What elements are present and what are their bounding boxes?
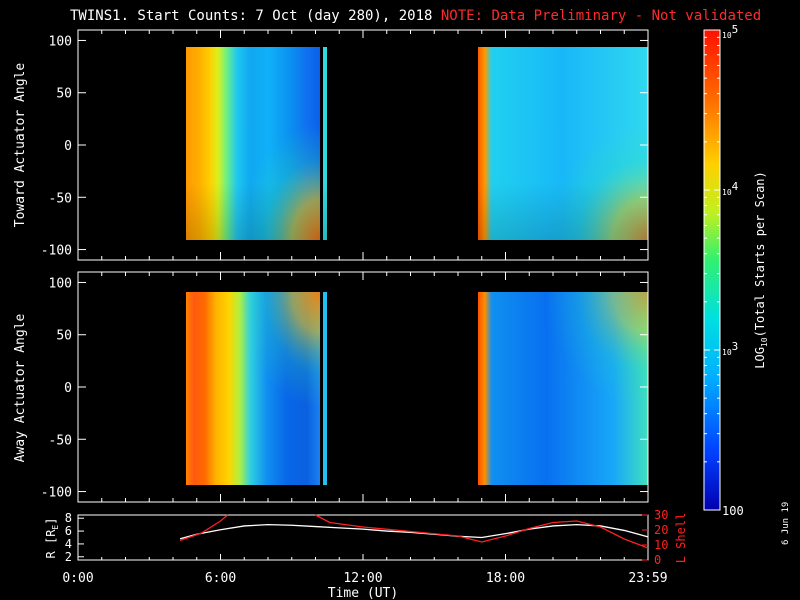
x-tick-label: 6:00 bbox=[205, 571, 236, 586]
footer-date: 6 Jun 19 bbox=[781, 501, 791, 545]
x-tick-label: 0:00 bbox=[62, 571, 93, 586]
colorbar-label: LOG10(Total Starts per Scan) bbox=[753, 171, 769, 369]
panel-orbit-ylabel: R [RE] bbox=[44, 518, 60, 559]
lshell-series-line bbox=[179, 514, 229, 542]
panel-away-x-ticks bbox=[77, 272, 649, 502]
y2-tick-label: 0 bbox=[654, 553, 661, 567]
y2-tick-label: 10 bbox=[654, 538, 668, 552]
y-tick-label: 6 bbox=[65, 524, 72, 538]
panel-toward-y-ticks: 100 50 0 -50 -100 bbox=[41, 34, 648, 259]
lshell-series-line bbox=[315, 514, 649, 549]
y-tick-label: 0 bbox=[64, 139, 72, 154]
colorbar-tick-label: 100 bbox=[722, 504, 744, 518]
y-tick-label: -50 bbox=[49, 191, 72, 206]
y-tick-label: 8 bbox=[65, 511, 72, 525]
panel-away-y-ticks: 100 50 0 -50 -100 bbox=[41, 276, 648, 501]
panel-toward-ylabel: Toward Actuator Angle bbox=[13, 63, 28, 228]
colorbar-fill bbox=[704, 30, 720, 510]
colorbar-tick-label: 104 bbox=[722, 180, 739, 197]
panel-away: 100 50 0 -50 -100 Away Actuator Angle bbox=[13, 271, 649, 503]
x-tick-label: 12:00 bbox=[343, 571, 382, 586]
y-tick-label: 0 bbox=[64, 381, 72, 396]
panel-toward-shade bbox=[186, 47, 648, 240]
y-tick-label: 50 bbox=[56, 87, 72, 102]
y2-tick-label: 20 bbox=[654, 523, 668, 537]
title-main: TWINS1. Start Counts: 7 Oct (day 280), 2… bbox=[70, 8, 433, 24]
panel-away-corner-hot-2 bbox=[478, 292, 648, 485]
colorbar-tick-label: 105 bbox=[722, 23, 738, 40]
x-axis-label: Time (UT) bbox=[328, 586, 398, 600]
colorbar-frame bbox=[703, 29, 721, 511]
colorbar: 105 104 103 100 LOG10(Total Starts per Scan… bbox=[703, 23, 769, 518]
panel-away-ylabel: Away Actuator Angle bbox=[13, 313, 28, 462]
y-tick-label: -100 bbox=[41, 244, 72, 259]
x-tick-label: 18:00 bbox=[486, 571, 525, 586]
panel-orbit-lines bbox=[179, 514, 649, 549]
plot-title: TWINS1. Start Counts: 7 Oct (day 280), 2… bbox=[70, 8, 761, 24]
x-tick-label: 23:59 bbox=[628, 571, 667, 586]
y-tick-label: 100 bbox=[49, 34, 72, 49]
panel-orbit-x-ticks: 0:00 6:00 12:00 18:00 23:59 bbox=[62, 554, 668, 586]
panel-toward-x-ticks bbox=[77, 30, 649, 260]
panel-orbit-y2label: L Shell bbox=[674, 513, 688, 564]
y-tick-label: -50 bbox=[49, 433, 72, 448]
colorbar-tick-label: 103 bbox=[722, 340, 738, 357]
y-tick-label: 2 bbox=[65, 550, 72, 564]
panel-away-data-strip bbox=[323, 292, 327, 485]
panel-toward: 100 50 0 -50 -100 Toward Actuator Angle bbox=[13, 29, 649, 261]
colorbar-ticks: 105 104 103 100 bbox=[704, 23, 744, 518]
y-tick-label: 50 bbox=[56, 329, 72, 344]
y-tick-label: 4 bbox=[65, 537, 72, 551]
y2-tick-label: 30 bbox=[654, 508, 668, 522]
title-note: NOTE: Data Preliminary - Not validated bbox=[440, 8, 762, 24]
y-tick-label: -100 bbox=[41, 486, 72, 501]
panel-away-top-hot bbox=[186, 292, 320, 485]
r-series-line bbox=[179, 523, 649, 540]
y-tick-label: 100 bbox=[49, 276, 72, 291]
